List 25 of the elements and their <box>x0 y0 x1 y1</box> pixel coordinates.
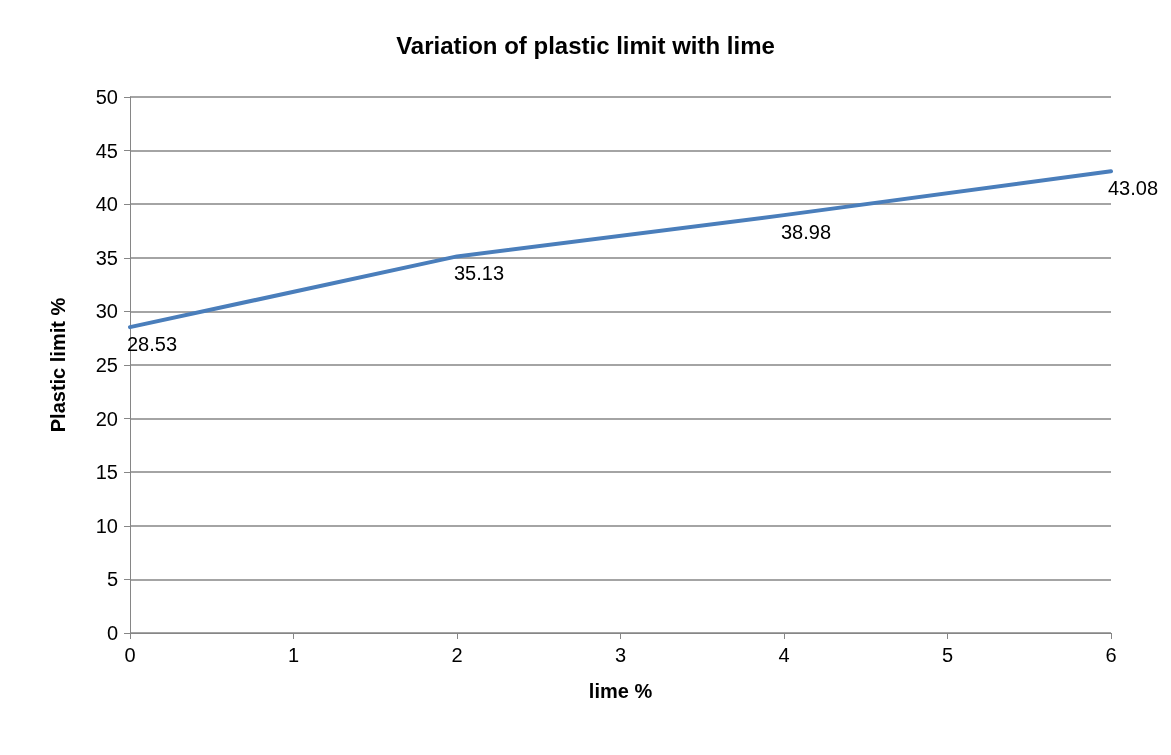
y-tick-label: 45 <box>95 139 118 162</box>
y-tick-label: 0 <box>106 622 118 644</box>
x-tick-label: 1 <box>287 644 300 666</box>
y-tick-label: 10 <box>95 514 118 537</box>
data-label: 35.13 <box>453 262 505 285</box>
y-tick-label: 25 <box>95 354 118 376</box>
y-tick-label: 15 <box>95 461 118 484</box>
data-label: 38.98 <box>780 221 832 244</box>
y-axis-title: Plastic limit % <box>47 297 69 433</box>
chart-title: Variation of plastic limit with lime <box>396 31 775 59</box>
x-tick-label: 5 <box>941 644 954 666</box>
y-tick-label: 35 <box>95 246 118 269</box>
data-label: 28.53 <box>126 333 178 356</box>
y-tick-label: 50 <box>95 86 118 108</box>
x-tick-label: 2 <box>451 644 463 666</box>
x-tick-label: 0 <box>124 644 136 666</box>
y-tick-label: 20 <box>95 407 118 430</box>
data-label: 43.08 <box>1107 177 1159 200</box>
x-axis-title: lime % <box>588 680 653 702</box>
y-tick-label: 40 <box>95 193 118 216</box>
y-tick-label: 30 <box>95 300 118 323</box>
x-tick-label: 4 <box>778 644 790 666</box>
x-tick-label: 6 <box>1105 644 1117 666</box>
y-tick-label: 5 <box>106 568 118 591</box>
x-tick-label: 3 <box>614 644 627 666</box>
